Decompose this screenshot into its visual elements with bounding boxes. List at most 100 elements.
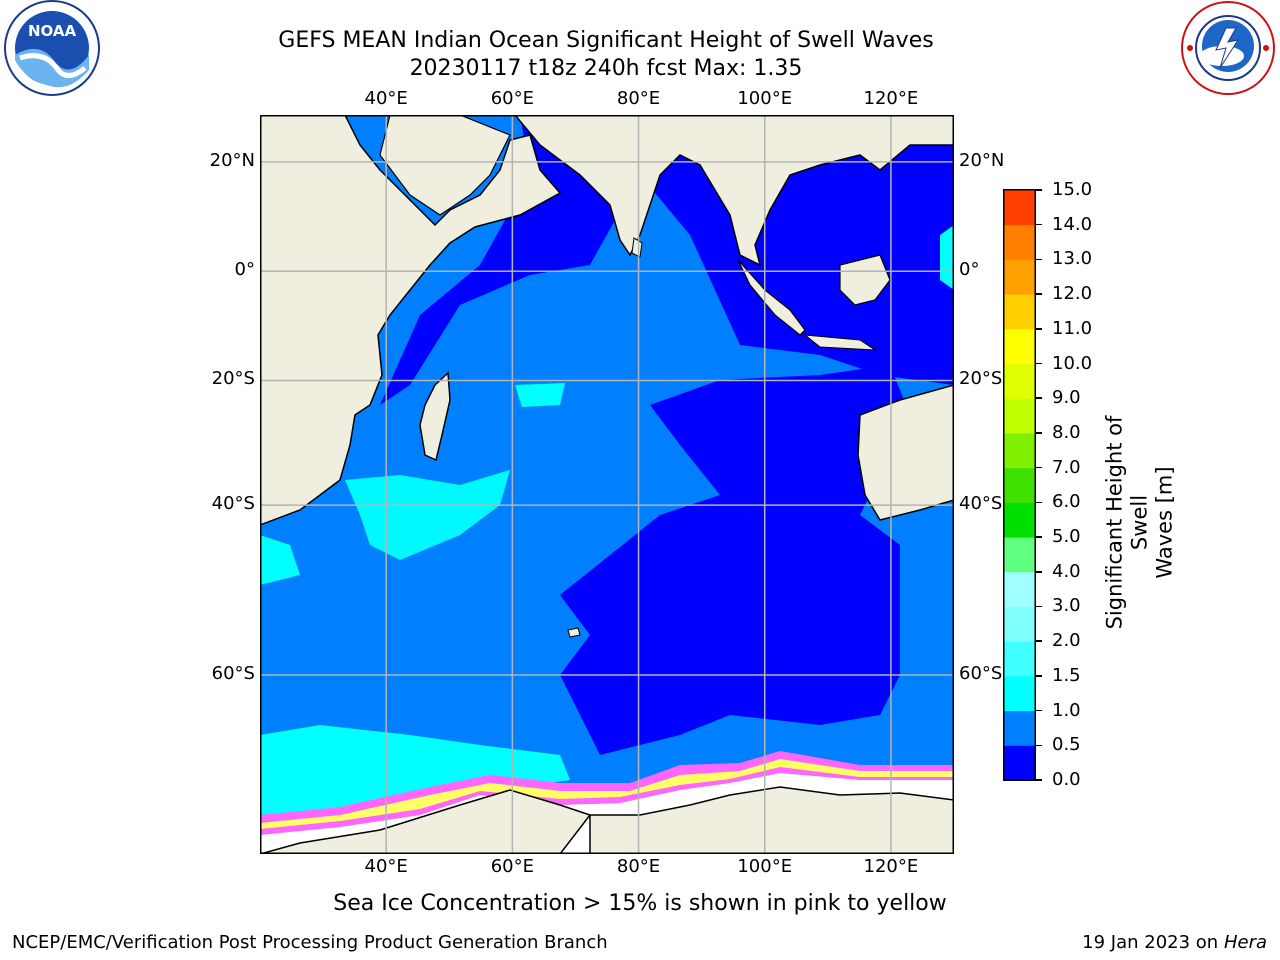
colorbar-tick-label: 15.0 (1052, 179, 1093, 200)
lat-label-left: 20°S (211, 368, 255, 390)
land-india-asia (514, 115, 954, 267)
colorbar-tick-label: 12.0 (1052, 283, 1093, 305)
lat-label-right: 0° (959, 259, 980, 281)
colorbar-tick-label: 14.0 (1052, 213, 1093, 235)
lon-label-top: 60°E (490, 88, 534, 109)
footer-date-prefix: 19 Jan 2023 on (1082, 932, 1224, 953)
sea-ice-core (260, 759, 954, 829)
colorbar-tick-mark (1035, 501, 1042, 504)
footer-host: Hera (1223, 932, 1267, 953)
lon-label-bottom: 120°E (863, 856, 919, 877)
colorbar-segment (1004, 398, 1035, 434)
colorbar-segment (1004, 537, 1035, 573)
land-kerguelen (567, 627, 581, 638)
colorbar-segment (1004, 571, 1035, 607)
land-sumatra (737, 259, 806, 336)
colorbar-segment (1004, 641, 1035, 677)
land-antarctica (260, 786, 954, 854)
cyan-patch-east (940, 225, 954, 290)
land-java (803, 334, 877, 351)
colorbar-tick-mark (1035, 605, 1042, 608)
colorbar-segment (1004, 294, 1035, 330)
colorbar-tick-mark (1035, 397, 1042, 399)
colorbar-tick-mark (1035, 571, 1042, 573)
colorbar-tick-label: 7.0 (1052, 456, 1081, 478)
colorbar-segment (1004, 745, 1035, 781)
lon-label-bottom: 80°E (616, 856, 661, 877)
noaa-logo-text: NOAA (28, 22, 77, 40)
colorbar-tick-mark (1035, 293, 1042, 295)
nws-logo (1181, 1, 1275, 95)
colorbar-tick-mark (1035, 466, 1042, 469)
lat-label-left: 0° (234, 259, 255, 281)
colorbar-tick-label: 1.5 (1052, 664, 1081, 686)
land-australia (857, 384, 954, 521)
colorbar-tick-mark (1035, 362, 1042, 365)
colorbar-tick-label: 2.0 (1052, 630, 1081, 652)
lat-label-right: 20°N (959, 149, 1005, 171)
colorbar-tick-label: 6.0 (1052, 491, 1081, 513)
colorbar-segment (1004, 363, 1035, 399)
colorbar-title: Significant Height of Swell Waves [m] (1103, 403, 1178, 643)
colorbar-tick-label: 13.0 (1052, 248, 1093, 270)
colorbar-segment (1004, 467, 1035, 503)
footer-date: 19 Jan 2023 on Hera (1082, 932, 1267, 953)
colorbar-segment (1004, 710, 1035, 746)
colorbar-segment (1004, 432, 1035, 469)
colorbar-tick-mark (1035, 536, 1042, 538)
colorbar-tick-mark (1035, 640, 1042, 642)
colorbar-tick-label: 8.0 (1052, 421, 1081, 443)
lon-label-bottom: 40°E (364, 856, 408, 877)
colorbar-tick-mark (1035, 328, 1042, 330)
colorbar-tick-label: 1.0 (1052, 699, 1081, 721)
lat-label-right: 60°S (959, 662, 1003, 684)
colorbar-title-line2: Waves [m] (1152, 466, 1177, 579)
colorbar-frame (1003, 189, 1036, 781)
colorbar-segment (1004, 190, 1035, 226)
lon-label-top: 100°E (737, 88, 793, 109)
colorbar-segment (1004, 606, 1035, 642)
colorbar-tick-mark (1035, 675, 1042, 677)
colorbar-segment (1004, 328, 1035, 365)
land-sri-lanka (631, 237, 643, 258)
noaa-logo: NOAA (4, 0, 100, 96)
land-borneo (839, 254, 891, 306)
colorbar-tick-mark (1035, 744, 1042, 747)
footer-credit: NCEP/EMC/Verification Post Processing Pr… (12, 932, 608, 953)
colorbar-tick-mark (1035, 223, 1042, 226)
colorbar-tick-label: 9.0 (1052, 387, 1081, 409)
lat-label-left: 40°S (211, 493, 255, 515)
sea-ice-note: Sea Ice Concentration > 15% is shown in … (333, 891, 947, 916)
colorbar-tick-label: 0.5 (1052, 734, 1081, 756)
colorbar-tick-label: 0.0 (1052, 769, 1081, 790)
land-madagascar (419, 371, 451, 462)
lon-label-top: 120°E (863, 88, 919, 109)
colorbar-tick-label: 3.0 (1052, 595, 1081, 617)
colorbar-segment (1004, 224, 1035, 260)
colorbar-tick-mark (1035, 432, 1042, 434)
cyan-patch-central (515, 383, 565, 407)
chart-title-line1: GEFS MEAN Indian Ocean Significant Heigh… (278, 28, 934, 53)
colorbar-tick-label: 5.0 (1052, 526, 1081, 548)
colorbar (1003, 189, 1036, 781)
colorbar-segment (1004, 259, 1035, 295)
colorbar-tick-mark (1035, 779, 1042, 781)
cyan-patch-southern (260, 725, 570, 815)
map-frame (260, 115, 954, 854)
map-gridlines (260, 115, 954, 854)
colorbar-title-line1: Significant Height of Swell (1102, 415, 1152, 630)
lon-label-top: 40°E (364, 88, 408, 109)
lat-label-left: 60°S (211, 662, 255, 684)
colorbar-segment (1004, 502, 1035, 538)
lon-label-bottom: 100°E (737, 856, 793, 877)
chart-title-line2: 20230117 t18z 240h fcst Max: 1.35 (409, 56, 803, 81)
land-africa-arabia (260, 115, 562, 526)
lat-label-left: 20°N (209, 149, 255, 171)
colorbar-tick-label: 4.0 (1052, 560, 1081, 582)
colorbar-tick-label: 10.0 (1052, 352, 1093, 374)
lat-label-right: 20°S (959, 368, 1003, 390)
cyan-patch-west (260, 535, 300, 585)
colorbar-tick-mark (1035, 258, 1042, 261)
map-panel (260, 115, 954, 854)
lat-label-right: 40°S (959, 493, 1003, 515)
